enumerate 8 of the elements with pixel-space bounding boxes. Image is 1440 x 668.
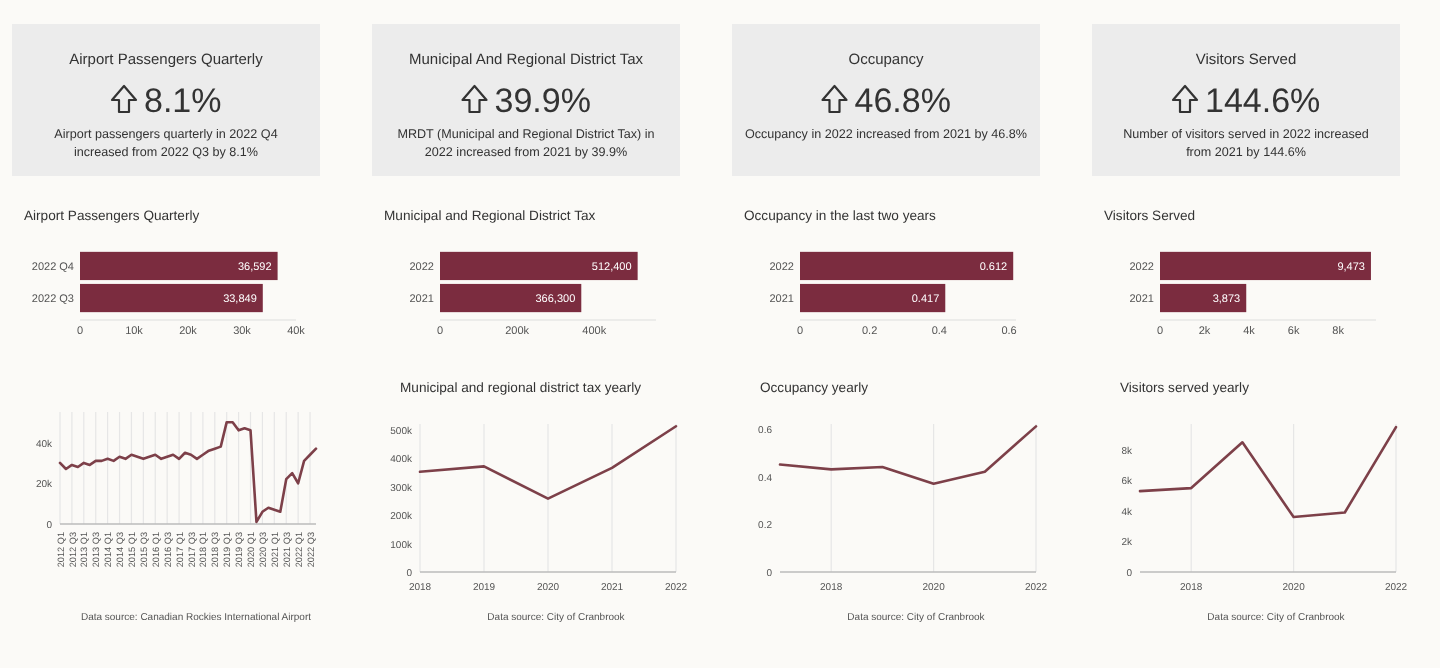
line-series — [418, 424, 678, 500]
text: 46.8% — [854, 82, 951, 120]
text: 144.6% — [1205, 82, 1321, 120]
line-series — [1138, 425, 1398, 519]
text: 8.1% — [144, 82, 222, 120]
text: 39.9% — [494, 82, 591, 120]
line-series — [58, 420, 318, 524]
line-series — [778, 425, 1038, 485]
